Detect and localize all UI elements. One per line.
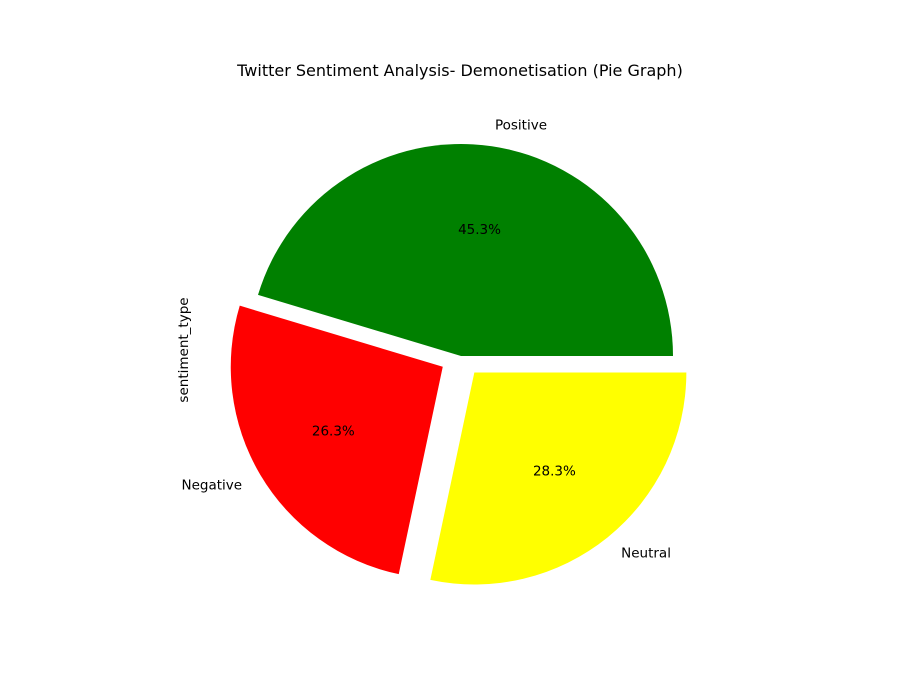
slice-label-negative: Negative <box>182 478 243 494</box>
slice-label-positive: Positive <box>495 117 547 133</box>
y-axis-label: sentiment_type <box>176 297 192 402</box>
pie-slices <box>230 143 687 585</box>
pie-slice-negative <box>230 305 443 575</box>
slice-percent-positive: 45.3% <box>458 222 501 238</box>
pie-labels: Positive 45.3% Negative 26.3% Neutral 28.3% <box>182 117 671 561</box>
slice-label-neutral: Neutral <box>621 546 671 562</box>
chart-title: Twitter Sentiment Analysis- Demonetisati… <box>236 61 683 80</box>
slice-percent-neutral: 28.3% <box>533 463 576 479</box>
pie-slice-positive <box>258 143 673 356</box>
slice-percent-negative: 26.3% <box>312 424 355 440</box>
pie-slice-neutral <box>430 372 687 585</box>
